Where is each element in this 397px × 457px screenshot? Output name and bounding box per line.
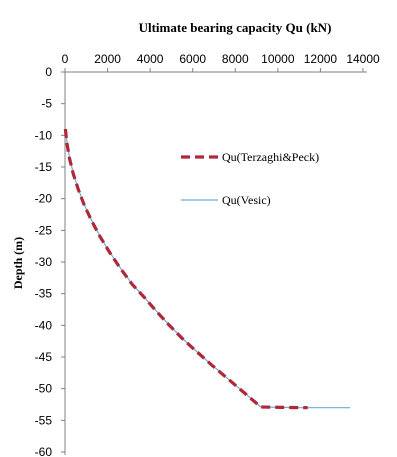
y-axis-label: Depth (m) bbox=[11, 237, 25, 289]
y-tick-label: -30 bbox=[35, 255, 53, 269]
x-tick-label: 10000 bbox=[261, 52, 295, 66]
x-tick-label: 4000 bbox=[137, 52, 164, 66]
x-tick-label: 14000 bbox=[346, 52, 380, 66]
x-axis-ticks: 0 2000 4000 6000 8000 10000 12000 14000 bbox=[62, 52, 380, 72]
x-tick-label: 0 bbox=[62, 52, 69, 66]
y-tick-label: -55 bbox=[35, 413, 53, 427]
y-tick-label: -10 bbox=[35, 128, 53, 142]
y-tick-label: -20 bbox=[35, 192, 53, 206]
series-line-terzaghi-peck bbox=[63, 128, 308, 410]
x-tick-label: 8000 bbox=[222, 52, 249, 66]
y-tick-label: -35 bbox=[35, 287, 53, 301]
y-tick-label: -40 bbox=[35, 318, 53, 332]
y-axis-ticks: 0 -5 -10 -15 -20 -25 -30 -35 -40 -45 -50 -55 -60 bbox=[35, 65, 65, 457]
legend-label-vesic: Qu(Vesic) bbox=[222, 193, 271, 207]
series-line-vesic bbox=[65, 128, 351, 409]
y-tick-label: -15 bbox=[35, 160, 53, 174]
y-tick-label: -50 bbox=[35, 382, 53, 396]
y-tick-label: -60 bbox=[35, 445, 53, 457]
y-tick-label: -25 bbox=[35, 223, 53, 237]
x-tick-label: 6000 bbox=[179, 52, 206, 66]
legend-label-terzaghi-peck: Qu(Terzaghi&Peck) bbox=[222, 150, 319, 164]
x-tick-label: 12000 bbox=[304, 52, 338, 66]
legend: Qu(Terzaghi&Peck) Qu(Vesic) bbox=[181, 150, 319, 207]
y-tick-label: -45 bbox=[35, 350, 53, 364]
x-tick-label: 2000 bbox=[94, 52, 121, 66]
y-tick-label: -5 bbox=[41, 97, 52, 111]
chart-title: Ultimate bearing capacity Qu (kN) bbox=[139, 20, 332, 35]
y-tick-label: 0 bbox=[45, 65, 52, 79]
series-layer bbox=[63, 128, 351, 410]
